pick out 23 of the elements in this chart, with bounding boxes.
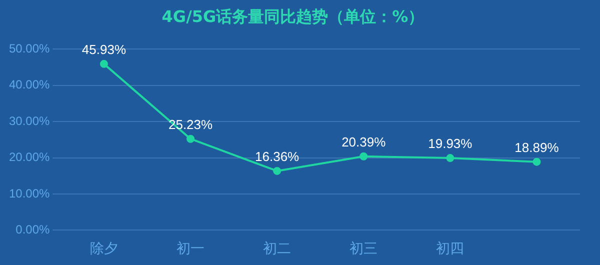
y-tick-label: 20.00% bbox=[8, 150, 50, 164]
data-label: 45.93% bbox=[82, 42, 126, 58]
point bbox=[360, 152, 368, 160]
point bbox=[273, 166, 282, 175]
point bbox=[446, 154, 454, 162]
chart-title: 4G/5G话务量同比趋势（单位：%） bbox=[162, 6, 424, 26]
y-tick-label: 40.00% bbox=[8, 78, 50, 92]
point bbox=[532, 158, 541, 166]
point bbox=[186, 134, 195, 143]
x-tick-label: 初三 bbox=[350, 241, 378, 258]
data-label: 16.36% bbox=[255, 149, 300, 164]
y-tick-label: 50.00% bbox=[8, 42, 50, 56]
x-tick-label: 初一 bbox=[176, 241, 205, 258]
x-tick-label: 初二 bbox=[263, 241, 292, 258]
data-label: 18.89% bbox=[514, 140, 560, 155]
data-label: 20.39% bbox=[342, 134, 386, 150]
data-label: 19.93% bbox=[428, 136, 473, 152]
y-tick-label: 0.00% bbox=[16, 222, 50, 237]
point bbox=[100, 60, 108, 68]
y-tick-label: 30.00% bbox=[8, 114, 50, 128]
x-tick-label: 除夕 bbox=[90, 241, 118, 258]
x-tick-label: 初四 bbox=[436, 241, 464, 258]
y-tick-label: 10.00% bbox=[8, 186, 50, 200]
